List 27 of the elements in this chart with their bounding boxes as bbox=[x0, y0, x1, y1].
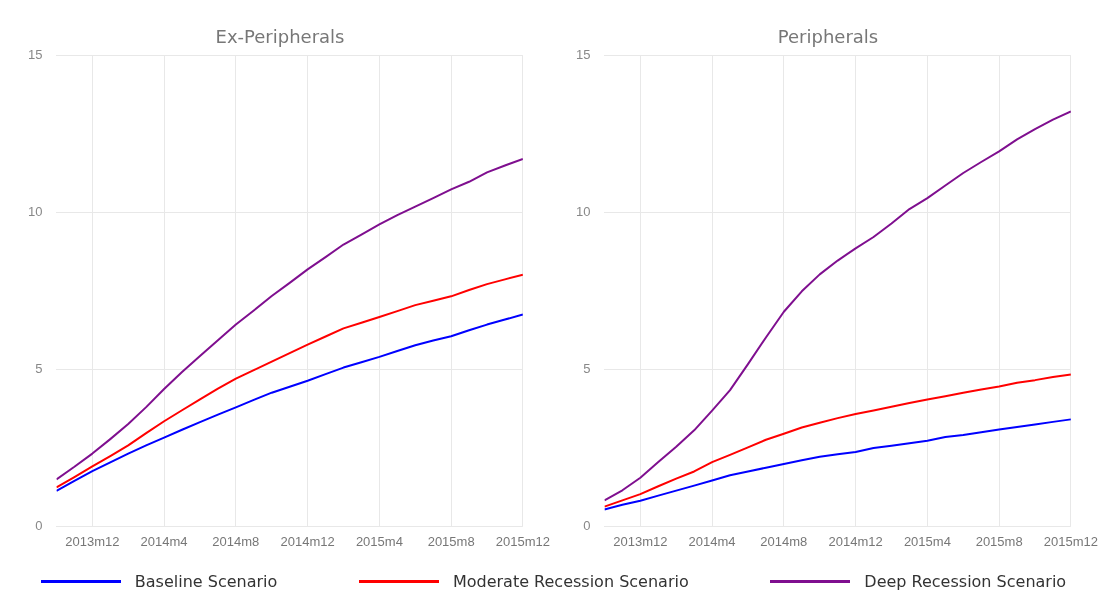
x-tick-label: 2015m12 bbox=[1043, 533, 1098, 549]
chart-title: Peripherals bbox=[777, 26, 879, 48]
legend-label: Deep Recession Scenario bbox=[864, 572, 1067, 591]
y-tick-label: 5 bbox=[583, 361, 591, 377]
x-tick-label: 2015m4 bbox=[355, 533, 403, 549]
y-tick-label: 10 bbox=[575, 204, 591, 220]
x-tick-label: 2013m12 bbox=[613, 533, 668, 549]
x-tick-label: 2014m4 bbox=[140, 533, 188, 549]
x-tick-label: 2014m12 bbox=[280, 533, 335, 549]
x-tick-label: 2014m4 bbox=[688, 533, 736, 549]
legend-label: Baseline Scenario bbox=[134, 572, 278, 591]
y-tick-label: 15 bbox=[27, 47, 43, 63]
x-tick-label: 2014m8 bbox=[212, 533, 260, 549]
y-tick-label: 5 bbox=[35, 361, 43, 377]
x-tick-label: 2015m8 bbox=[427, 533, 475, 549]
x-tick-label: 2015m4 bbox=[903, 533, 951, 549]
x-tick-label: 2015m8 bbox=[975, 533, 1023, 549]
legend-label: Moderate Recession Scenario bbox=[452, 572, 689, 591]
y-tick-label: 0 bbox=[35, 517, 43, 533]
y-tick-label: 15 bbox=[575, 47, 591, 63]
x-tick-label: 2015m12 bbox=[495, 533, 550, 549]
chart-title: Ex-Peripherals bbox=[215, 26, 345, 48]
y-tick-label: 0 bbox=[583, 517, 591, 533]
x-tick-label: 2013m12 bbox=[65, 533, 120, 549]
x-tick-label: 2014m12 bbox=[828, 533, 883, 549]
x-tick-label: 2014m8 bbox=[760, 533, 808, 549]
y-tick-label: 10 bbox=[27, 204, 43, 220]
